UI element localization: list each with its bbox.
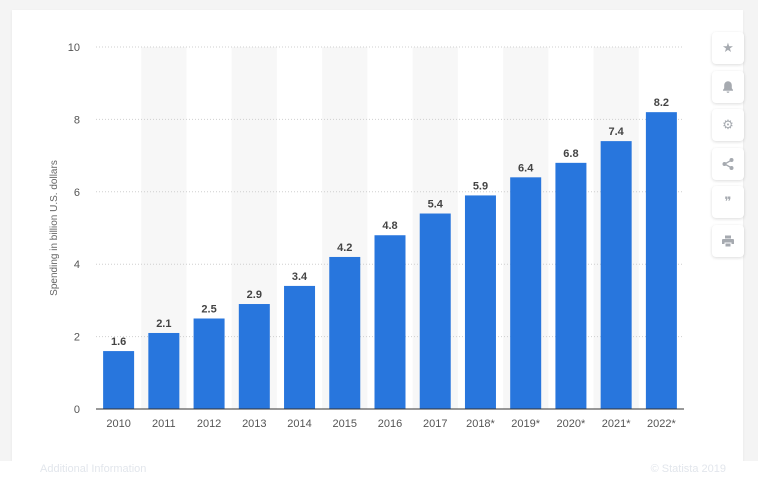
bar-value-label: 2.1	[156, 318, 171, 330]
y-tick-label: 4	[74, 259, 80, 271]
favorite-button[interactable]: ★	[712, 32, 744, 64]
x-tick-label: 2014	[287, 418, 311, 430]
bar	[238, 304, 270, 409]
star-icon: ★	[722, 40, 734, 55]
x-tick-label: 2010	[106, 418, 130, 430]
x-tick-label: 2013	[242, 418, 266, 430]
bar	[148, 332, 180, 409]
bar	[193, 318, 225, 409]
bar	[284, 285, 316, 409]
bar-chart: 0 2 4 6 8 10 1.6 2010 2.1 2011 2.5 2012 2.9 2013 3.4 20…	[49, 42, 684, 430]
cite-button[interactable]: ❞	[712, 186, 744, 218]
bar	[600, 141, 632, 409]
x-tick-label: 2019*	[511, 418, 540, 430]
bar	[464, 195, 496, 409]
bar	[103, 351, 135, 409]
x-tick-label: 2015	[333, 418, 357, 430]
y-tick-label: 0	[74, 404, 80, 416]
y-tick-label: 6	[74, 187, 80, 199]
bar-value-label: 2.5	[201, 304, 216, 316]
gear-icon: ⚙	[722, 117, 734, 132]
bar-value-label: 6.4	[518, 162, 534, 174]
x-tick-label: 2016	[378, 418, 402, 430]
quote-icon: ❞	[724, 194, 732, 209]
y-axis-label: Spending in billion U.S. dollars	[49, 160, 60, 296]
bar-value-label: 7.4	[609, 126, 625, 138]
bar-value-label: 5.9	[473, 180, 488, 192]
bar	[329, 256, 361, 409]
bar-value-label: 4.2	[337, 242, 352, 254]
bar	[510, 177, 542, 409]
bar	[555, 162, 587, 409]
print-icon	[722, 235, 734, 246]
bar	[645, 112, 677, 409]
copyright-text: © Statista 2019	[650, 463, 726, 475]
chart-card: 0 2 4 6 8 10 1.6 2010 2.1 2011 2.5 2012 2.9 2013 3.4 20…	[12, 10, 744, 462]
bar	[374, 235, 406, 409]
bar-value-label: 6.8	[563, 148, 578, 160]
share-icon	[722, 157, 734, 170]
bar-value-label: 1.6	[111, 336, 126, 348]
x-tick-label: 2012	[197, 418, 221, 430]
y-tick-label: 10	[68, 42, 80, 54]
bar-value-label: 5.4	[428, 199, 444, 211]
x-tick-label: 2020*	[557, 418, 586, 430]
bar	[419, 213, 451, 409]
notification-button[interactable]	[712, 70, 744, 103]
bell-icon	[723, 80, 733, 93]
x-tick-label: 2011	[152, 418, 176, 430]
x-tick-label: 2017	[423, 418, 447, 430]
y-tick-label: 2	[74, 332, 80, 344]
bar-value-label: 2.9	[247, 289, 262, 301]
share-button[interactable]	[712, 147, 744, 180]
y-tick-label: 8	[74, 114, 80, 126]
x-tick-label: 2021*	[602, 418, 631, 430]
print-button[interactable]	[712, 224, 744, 257]
chart-toolbar: ★ ⚙ ❞	[712, 32, 744, 263]
x-tick-label: 2022*	[647, 418, 676, 430]
chart-footer: Additional Information © Statista 2019	[0, 461, 758, 477]
x-tick-label: 2018*	[466, 418, 495, 430]
bar-value-label: 4.8	[382, 220, 397, 232]
settings-button[interactable]: ⚙	[712, 109, 744, 141]
bar-value-label: 8.2	[654, 97, 669, 109]
bar-value-label: 3.4	[292, 271, 308, 283]
additional-information-link[interactable]: Additional Information	[40, 463, 147, 475]
